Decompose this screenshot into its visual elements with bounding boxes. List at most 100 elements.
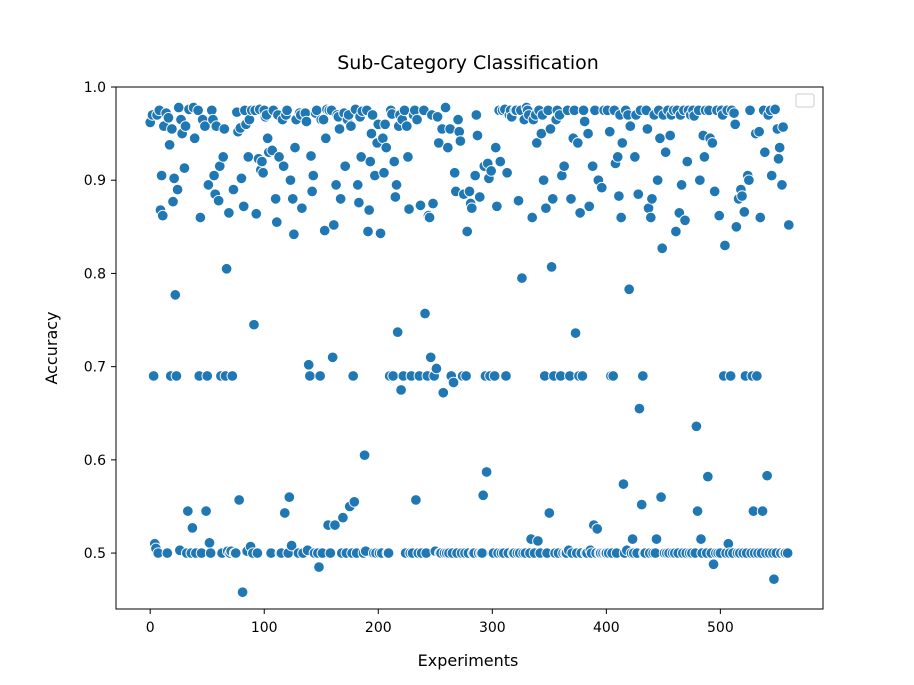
data-point — [333, 123, 346, 135]
x-axis-label: Experiments — [418, 651, 519, 670]
data-point — [283, 491, 296, 503]
data-point — [334, 193, 347, 205]
data-point — [271, 216, 283, 228]
data-point — [161, 547, 174, 559]
data-point — [535, 127, 548, 140]
data-point — [577, 104, 590, 117]
data-point — [655, 491, 667, 503]
data-point — [423, 211, 436, 224]
data-point — [707, 558, 720, 571]
data-point — [236, 586, 249, 598]
data-point — [613, 190, 625, 202]
y-tick-label: 0.5 — [84, 546, 106, 562]
data-point — [743, 174, 755, 186]
data-point — [769, 103, 781, 116]
data-point — [736, 190, 748, 202]
data-point — [754, 211, 767, 224]
data-point — [403, 203, 415, 215]
data-point — [543, 507, 556, 519]
data-point — [783, 219, 795, 231]
data-point — [776, 179, 788, 191]
data-point — [556, 169, 568, 182]
data-point — [248, 318, 260, 331]
data-point — [411, 113, 423, 126]
data-point — [261, 132, 274, 145]
x-axis-ticks: 0 100 200 300 400 500 — [146, 609, 734, 636]
data-point — [651, 174, 664, 186]
data-point — [414, 199, 427, 212]
data-point — [460, 370, 472, 382]
y-tick-label: 0.9 — [84, 173, 106, 189]
data-point — [698, 151, 711, 163]
data-point — [659, 146, 672, 158]
data-point — [306, 185, 318, 198]
data-point — [616, 137, 629, 149]
data-point — [348, 496, 361, 508]
data-point — [744, 104, 756, 117]
y-tick-label: 0.8 — [84, 266, 106, 282]
data-point — [679, 214, 691, 227]
data-point — [565, 193, 577, 205]
data-point — [178, 162, 191, 174]
data-point — [223, 207, 235, 219]
data-point — [474, 191, 486, 203]
data-point — [147, 370, 160, 382]
data-point — [691, 505, 704, 517]
data-point — [632, 188, 645, 200]
data-point — [235, 172, 248, 185]
data-point — [713, 209, 725, 222]
points-layer — [144, 101, 795, 598]
data-point — [650, 533, 663, 545]
data-point — [690, 420, 703, 433]
data-point — [765, 169, 778, 182]
data-point — [179, 120, 192, 132]
data-point — [664, 129, 676, 142]
data-point — [756, 505, 769, 517]
x-tick-label: 200 — [365, 620, 392, 636]
data-point — [708, 185, 721, 198]
data-point — [654, 132, 666, 145]
data-point — [366, 109, 379, 121]
data-point — [300, 115, 313, 128]
data-point — [279, 507, 291, 519]
data-point — [166, 123, 178, 135]
data-point — [772, 153, 785, 165]
data-point — [637, 370, 649, 382]
data-point — [501, 167, 513, 179]
data-point — [401, 120, 413, 132]
data-point — [773, 141, 786, 154]
data-point — [452, 113, 464, 126]
data-point — [281, 104, 293, 117]
data-point — [379, 118, 391, 131]
data-point — [591, 523, 603, 535]
data-point — [719, 239, 731, 252]
data-point — [491, 200, 503, 213]
data-point — [242, 151, 255, 163]
data-point — [374, 227, 387, 240]
data-point — [217, 151, 229, 163]
data-point — [670, 225, 682, 238]
data-point — [307, 169, 320, 182]
data-point — [256, 155, 268, 168]
data-point — [488, 370, 501, 382]
data-point — [471, 129, 484, 142]
data-point — [582, 127, 594, 140]
x-tick-label: 500 — [707, 620, 734, 636]
data-point — [269, 193, 282, 205]
data-point — [380, 141, 393, 154]
x-tick-label: 400 — [593, 620, 620, 636]
x-tick-label: 0 — [146, 620, 155, 636]
y-tick-label: 1.0 — [84, 80, 106, 96]
data-point — [378, 167, 390, 179]
data-point — [347, 370, 359, 382]
data-point — [516, 272, 528, 284]
data-point — [572, 137, 584, 149]
data-point — [212, 194, 225, 207]
data-point — [432, 137, 445, 149]
data-point — [365, 127, 378, 140]
y-tick-label: 0.6 — [84, 453, 106, 469]
legend-box — [795, 93, 815, 108]
data-point — [738, 206, 751, 218]
data-point — [633, 402, 646, 415]
data-point — [537, 174, 550, 186]
